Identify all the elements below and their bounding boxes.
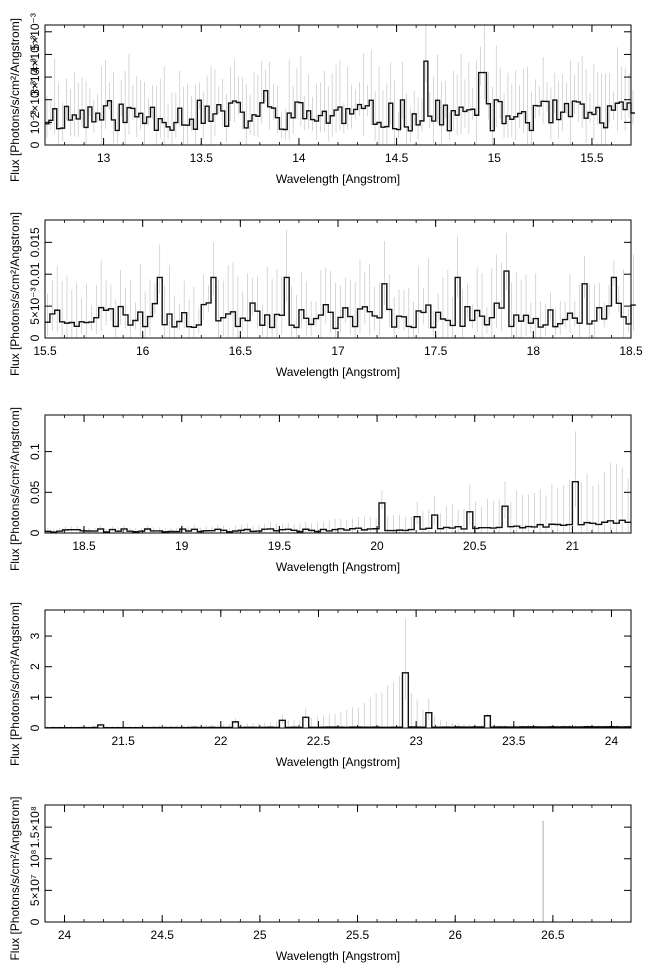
y-tick-label: 2 <box>28 663 42 670</box>
x-axis-title: Wavelength [Angstrom] <box>276 755 400 769</box>
x-tick-label: 16 <box>136 344 150 358</box>
x-tick-label: 18.5 <box>619 344 643 358</box>
y-axis-title: Flux [Photons/s/cm²/Angstrom] <box>8 796 22 960</box>
spectrum-panel-3: 18.5 19 19.5 20 20.5 21 0 0.05 0.1 Wavelength [An… <box>8 407 632 574</box>
x-axis: 15.5 16 16.5 17 17.5 18 18.5 <box>33 220 643 358</box>
y-axis: 0 10⁻³2×10⁻³3×10⁻³4×10⁻³5×10⁻³ <box>28 13 631 148</box>
spectrum-panel-2: 15.5 16 16.5 17 17.5 18 18.5 0 5×10⁻³0.01 0.015 Wa… <box>8 212 643 379</box>
x-tick-label: 24 <box>58 928 72 942</box>
x-tick-label: 20.5 <box>463 539 487 553</box>
y-tick-label: 10⁻³ <box>28 111 42 135</box>
error-bars <box>46 25 634 145</box>
y-tick-label: 3×10⁻³ <box>28 58 42 95</box>
x-tick-label: 15.5 <box>33 344 57 358</box>
x-tick-label: 25 <box>253 928 267 942</box>
x-axis: 13 13.5 14 14.5 15 15.5 <box>44 25 632 165</box>
x-tick-label: 23.5 <box>502 734 526 748</box>
x-tick-label: 18.5 <box>72 539 96 553</box>
x-tick-label: 16.5 <box>229 344 253 358</box>
spectrum-panel-5: 24 24.5 25 25.5 26 26.5 0 5×10⁷ 10⁸ 1.5×10⁸ Wavele… <box>8 796 632 963</box>
x-tick-label: 26.5 <box>541 928 565 942</box>
x-tick-label: 24 <box>605 734 619 748</box>
x-tick-label: 17.5 <box>424 344 448 358</box>
flux-step-line <box>45 672 631 729</box>
x-tick-label: 15.5 <box>580 151 604 165</box>
flux-step-line <box>45 60 635 132</box>
plot-frame <box>44 414 632 534</box>
x-tick-label: 14.5 <box>385 151 409 165</box>
y-axis: 0 5×10⁷ 10⁸ 1.5×10⁸ <box>28 806 631 925</box>
y-axis-title: Flux [Photons/s/cm²/Angstrom] <box>8 602 22 766</box>
plot-frame <box>44 609 632 729</box>
y-axis-title: Flux [Photons/s/cm²/Angstrom] <box>8 212 22 376</box>
x-tick-label: 14 <box>292 151 306 165</box>
y-tick-label: 0.015 <box>28 227 42 257</box>
x-axis-title: Wavelength [Angstrom] <box>276 949 400 963</box>
error-bars <box>47 229 634 338</box>
y-axis: 0 1 2 3 <box>28 632 631 731</box>
y-tick-label: 0 <box>28 141 42 148</box>
y-axis: 0 5×10⁻³0.01 0.015 <box>28 227 631 341</box>
y-axis-title: Flux [Photons/s/cm²/Angstrom] <box>8 18 22 182</box>
y-tick-label: 0 <box>28 918 42 925</box>
x-tick-label: 25.5 <box>346 928 370 942</box>
y-tick-label: 10⁸ <box>28 850 42 868</box>
y-tick-label: 0.1 <box>28 443 42 460</box>
x-tick-label: 19.5 <box>268 539 292 553</box>
y-tick-label: 4×10⁻³ <box>28 36 42 73</box>
x-tick-label: 18 <box>527 344 541 358</box>
x-tick-label: 13.5 <box>190 151 214 165</box>
y-tick-label: 0.05 <box>28 480 42 504</box>
x-tick-label: 24.5 <box>151 928 175 942</box>
x-tick-label: 15 <box>488 151 502 165</box>
x-tick-label: 26 <box>449 928 463 942</box>
error-bars <box>47 618 629 728</box>
y-tick-label: 5×10⁻³ <box>28 13 42 50</box>
x-tick-label: 22.5 <box>307 734 331 748</box>
x-axis: 18.5 19 19.5 20 20.5 21 <box>44 415 632 553</box>
y-tick-label: 0.01 <box>28 262 42 286</box>
x-tick-label: 20 <box>370 539 384 553</box>
x-axis: 21.5 22 22.5 23 23.5 24 <box>44 610 632 748</box>
x-tick-label: 13 <box>97 151 111 165</box>
y-tick-label: 0 <box>28 334 42 341</box>
y-tick-label: 1.5×10⁸ <box>28 806 42 848</box>
x-tick-label: 21 <box>566 539 580 553</box>
x-axis: 24 24.5 25 25.5 26 26.5 <box>44 805 632 942</box>
x-axis-title: Wavelength [Angstrom] <box>276 560 400 574</box>
flux-step-line <box>45 481 631 533</box>
flux-step-line <box>45 270 636 330</box>
y-tick-label: 5×10⁷ <box>28 875 42 906</box>
error-bars <box>47 431 629 533</box>
x-tick-label: 23 <box>409 734 423 748</box>
y-axis-title: Flux [Photons/s/cm²/Angstrom] <box>8 407 22 571</box>
y-tick-label: 1 <box>28 694 42 701</box>
x-tick-label: 21.5 <box>111 734 135 748</box>
y-tick-label: 5×10⁻³ <box>28 287 42 324</box>
x-tick-label: 19 <box>175 539 189 553</box>
y-tick-label: 0 <box>28 724 42 731</box>
x-tick-label: 22 <box>214 734 228 748</box>
spectrum-panel-1: 13 13.5 14 14.5 15 15.5 0 10⁻³2×10⁻³3×10⁻³4×10⁻… <box>8 13 635 186</box>
y-tick-label: 3 <box>28 632 42 639</box>
y-tick-label: 2×10⁻³ <box>28 81 42 118</box>
x-tick-label: 17 <box>331 344 345 358</box>
x-axis-title: Wavelength [Angstrom] <box>276 365 400 379</box>
y-tick-label: 0 <box>28 529 42 536</box>
y-axis: 0 0.05 0.1 <box>28 443 631 536</box>
x-axis-title: Wavelength [Angstrom] <box>276 172 400 186</box>
